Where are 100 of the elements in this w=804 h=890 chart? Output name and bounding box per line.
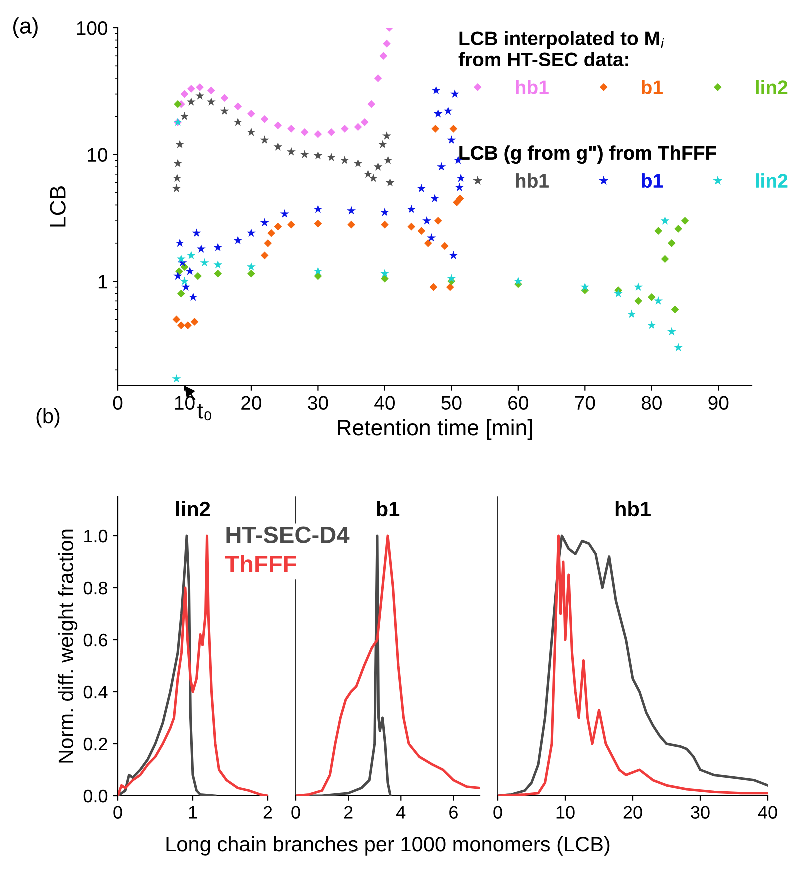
point	[407, 204, 416, 214]
point	[186, 98, 196, 106]
point	[247, 128, 256, 136]
point	[671, 306, 680, 314]
point	[430, 194, 440, 203]
y-tick-label: 0.0	[84, 790, 108, 803]
point	[354, 159, 363, 168]
point	[447, 136, 456, 144]
point	[214, 243, 223, 252]
legend-label: hb1	[516, 174, 549, 188]
legend-label: hb1	[516, 80, 549, 94]
point	[441, 242, 449, 250]
point	[180, 112, 190, 120]
point	[614, 289, 623, 298]
text: (a)	[14, 18, 38, 38]
point	[176, 140, 184, 149]
y-tick-label: 0.2	[84, 738, 108, 751]
point	[364, 170, 373, 178]
point	[455, 183, 464, 192]
point	[248, 270, 256, 278]
point	[196, 91, 205, 100]
point	[260, 252, 269, 260]
point	[381, 274, 389, 283]
point	[248, 110, 256, 118]
point	[434, 109, 443, 118]
point	[449, 251, 458, 260]
point	[378, 140, 388, 149]
point	[437, 162, 446, 171]
point	[176, 254, 186, 263]
point	[674, 225, 683, 233]
line-series	[118, 534, 217, 796]
y-tick-label: 100	[77, 21, 108, 36]
y-tick-label: 1	[98, 275, 108, 289]
point	[174, 272, 182, 280]
x-axis-title: Long chain branches per 1000 monomers (LCB)	[166, 836, 610, 856]
point	[382, 132, 392, 140]
point	[654, 296, 663, 305]
series-label: ThFFF	[225, 555, 296, 572]
point	[288, 220, 296, 229]
point	[668, 239, 676, 248]
point	[422, 216, 432, 225]
point	[174, 100, 182, 108]
point	[386, 178, 395, 187]
x-tick-label: 30	[308, 396, 328, 410]
point	[247, 228, 256, 238]
point	[427, 233, 436, 242]
x-tick-label: 10	[175, 396, 195, 410]
point	[247, 262, 256, 271]
legend-label: b1	[642, 80, 663, 94]
chart-title: lin2	[176, 501, 210, 516]
point	[274, 122, 282, 130]
point	[340, 156, 350, 164]
point	[192, 228, 202, 238]
point	[314, 272, 322, 280]
point	[200, 258, 210, 267]
point	[654, 227, 662, 236]
point	[280, 210, 290, 218]
x-tick-label: 40	[374, 396, 395, 410]
x-tick-label: 0	[114, 806, 122, 819]
point	[660, 216, 670, 225]
point	[186, 251, 196, 260]
point	[175, 268, 184, 276]
annotation: LCB (g from g") from ThFFF	[460, 146, 716, 164]
y-tick-label: 10	[88, 148, 108, 162]
x-tick-label: 1	[189, 806, 198, 819]
point	[648, 293, 656, 302]
x-tick-label: 4	[396, 806, 406, 819]
point	[381, 220, 389, 229]
point	[634, 297, 642, 306]
x-tick-label: 0	[494, 806, 502, 819]
point	[288, 124, 296, 133]
point	[300, 128, 309, 136]
point	[450, 124, 458, 133]
point	[180, 276, 190, 286]
point	[234, 118, 243, 126]
point	[207, 98, 216, 106]
point	[260, 218, 270, 227]
point	[274, 142, 283, 151]
point	[314, 220, 322, 228]
point	[408, 222, 416, 231]
point	[627, 310, 636, 318]
point	[432, 86, 441, 95]
point	[220, 94, 229, 102]
point	[417, 184, 426, 192]
point	[444, 106, 453, 116]
point	[300, 150, 310, 159]
point	[361, 118, 369, 126]
point	[456, 174, 466, 182]
legend-label: lin2	[756, 174, 788, 188]
x-tick-label: 30	[691, 806, 710, 819]
point	[368, 100, 376, 108]
point	[380, 52, 388, 60]
point	[374, 162, 383, 171]
point	[430, 283, 438, 292]
point	[327, 152, 336, 162]
point	[214, 270, 222, 278]
x-tick-label: 90	[708, 396, 729, 410]
x-tick-label: 70	[575, 396, 596, 410]
x-axis-title: Retention time [min]	[338, 419, 532, 440]
point	[514, 276, 523, 286]
